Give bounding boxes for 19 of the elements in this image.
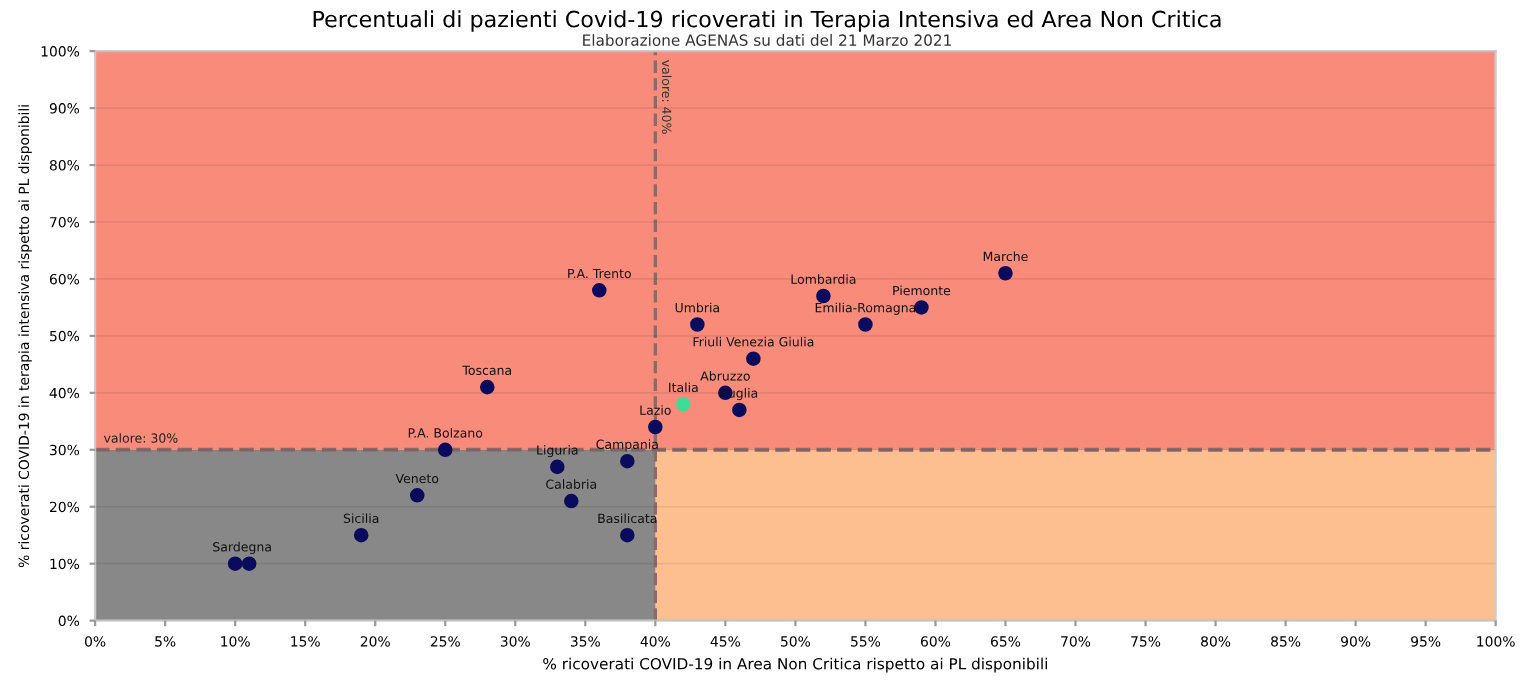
- point: [550, 459, 565, 475]
- point: [241, 556, 257, 571]
- point: [592, 283, 607, 298]
- point: [437, 442, 453, 458]
- point: [479, 379, 495, 395]
- point: [690, 317, 705, 332]
- point: [564, 493, 579, 509]
- point: [353, 527, 369, 543]
- point: [620, 453, 635, 469]
- point: [648, 419, 663, 435]
- point: [746, 351, 761, 366]
- point: [676, 396, 691, 412]
- point: [409, 488, 425, 503]
- point: [227, 556, 243, 571]
- point: [858, 317, 873, 332]
- point: [620, 527, 635, 543]
- point: [998, 265, 1013, 281]
- point: [732, 402, 747, 418]
- chart-title: Percentuali di pazienti Covid-19 ricoverati in Terapia Intensiva ed Area Non Critica: [313, 10, 1221, 32]
